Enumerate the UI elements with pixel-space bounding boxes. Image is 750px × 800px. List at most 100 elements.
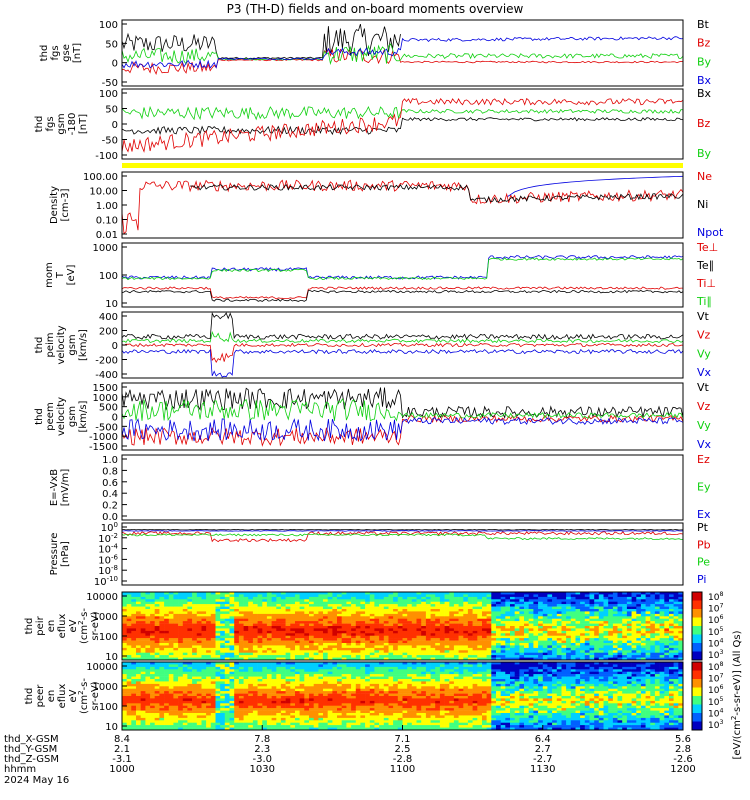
heatmap-cell xyxy=(262,727,268,731)
heatmap-cell xyxy=(570,621,576,624)
heatmap-cell xyxy=(365,609,371,612)
heatmap-cell xyxy=(598,655,604,658)
heatmap-cell xyxy=(397,638,403,641)
heatmap-cell xyxy=(318,611,324,615)
heatmap-cell xyxy=(206,674,212,677)
heatmap-cell xyxy=(631,594,637,598)
heatmap-cell xyxy=(603,643,609,646)
heatmap-cell xyxy=(383,696,389,699)
heatmap-cell xyxy=(444,621,450,624)
heatmap-cell xyxy=(243,592,249,595)
heatmap-cell xyxy=(285,703,291,706)
heatmap-cell xyxy=(360,686,366,689)
heatmap-cell xyxy=(650,601,656,605)
heatmap-cell xyxy=(224,717,230,721)
heatmap-cell xyxy=(589,628,595,632)
heatmap-cell xyxy=(542,657,548,661)
heatmap-cell xyxy=(243,669,249,672)
heatmap-cell xyxy=(220,592,226,595)
heatmap-cell xyxy=(122,666,127,670)
heatmap-cell xyxy=(201,630,207,634)
heatmap-cell xyxy=(402,655,408,658)
heatmap-cell xyxy=(365,630,371,634)
heatmap-cell xyxy=(379,720,385,723)
heatmap-cell xyxy=(159,674,165,677)
heatmap-cell xyxy=(664,623,670,627)
heatmap-cell xyxy=(575,601,581,605)
heatmap-cell xyxy=(262,604,268,607)
heatmap-cell xyxy=(224,727,230,731)
heatmap-cell xyxy=(603,596,609,600)
heatmap-cell xyxy=(136,635,141,639)
heatmap-cell xyxy=(561,609,567,612)
heatmap-cell xyxy=(463,594,469,598)
heatmap-cell xyxy=(262,638,268,641)
heatmap-cell xyxy=(617,630,623,634)
heatmap-cell xyxy=(187,703,193,706)
heatmap-cell xyxy=(374,691,380,694)
heatmap-cell xyxy=(538,635,544,639)
heatmap-cell xyxy=(594,626,600,629)
heatmap-cell xyxy=(206,633,212,636)
heatmap-cell xyxy=(332,655,338,658)
heatmap-cell xyxy=(173,681,179,685)
heatmap-cell xyxy=(365,664,371,668)
heatmap-cell xyxy=(220,638,226,641)
heatmap-cell xyxy=(243,722,249,726)
heatmap-cell xyxy=(556,621,562,624)
heatmap-cell xyxy=(631,647,637,651)
heatmap-cell xyxy=(407,630,413,634)
heatmap-cell xyxy=(210,710,216,714)
heatmap-cell xyxy=(626,647,632,651)
heatmap-cell xyxy=(598,623,604,627)
heatmap-cell xyxy=(299,683,305,687)
heatmap-cell xyxy=(220,647,226,651)
heatmap-cell xyxy=(332,708,338,711)
heatmap-cell xyxy=(374,679,380,682)
heatmap-cell xyxy=(552,594,558,598)
heatmap-cell xyxy=(439,630,445,634)
heatmap-cell xyxy=(164,621,170,624)
heatmap-cell xyxy=(257,635,263,639)
heatmap-cell xyxy=(126,618,132,622)
heatmap-cell xyxy=(645,640,651,644)
heatmap-cell xyxy=(673,623,679,627)
heatmap-cell xyxy=(140,635,146,639)
heatmap-cell xyxy=(594,611,600,615)
heatmap-cell xyxy=(584,633,590,636)
heatmap-cell xyxy=(341,638,347,641)
heatmap-cell xyxy=(252,725,258,728)
heatmap-cell xyxy=(154,638,160,641)
heatmap-cell xyxy=(173,652,179,656)
heatmap-cell xyxy=(266,621,272,624)
heatmap-cell xyxy=(514,657,520,661)
heatmap-cell xyxy=(439,609,445,612)
heatmap-cell xyxy=(192,688,198,692)
heatmap-cell xyxy=(215,635,221,639)
heatmap-cell xyxy=(154,693,160,697)
heatmap-cell xyxy=(411,609,417,612)
heatmap-cell xyxy=(332,635,338,639)
heatmap-cell xyxy=(196,604,202,607)
heatmap-cell xyxy=(383,725,389,728)
heatmap-cell xyxy=(196,725,202,728)
heatmap-cell xyxy=(168,638,174,641)
heatmap-cell xyxy=(145,638,151,641)
heatmap-cell xyxy=(603,623,609,627)
heatmap-cell xyxy=(229,720,235,723)
heatmap-cell xyxy=(477,616,483,619)
heatmap-cell xyxy=(547,611,553,615)
heatmap-cell xyxy=(580,657,586,661)
heatmap-cell xyxy=(318,683,324,687)
heatmap-cell xyxy=(206,722,212,726)
heatmap-cell xyxy=(136,638,141,641)
heatmap-cell xyxy=(187,630,193,634)
heatmap-cell xyxy=(393,611,399,615)
heatmap-cell xyxy=(374,606,380,610)
heatmap-cell xyxy=(346,650,352,653)
heatmap-cell xyxy=(580,628,586,632)
heatmap-cell xyxy=(178,715,184,719)
heatmap-cell xyxy=(313,696,319,699)
heatmap-cell xyxy=(486,628,492,632)
heatmap-cell xyxy=(290,650,296,653)
